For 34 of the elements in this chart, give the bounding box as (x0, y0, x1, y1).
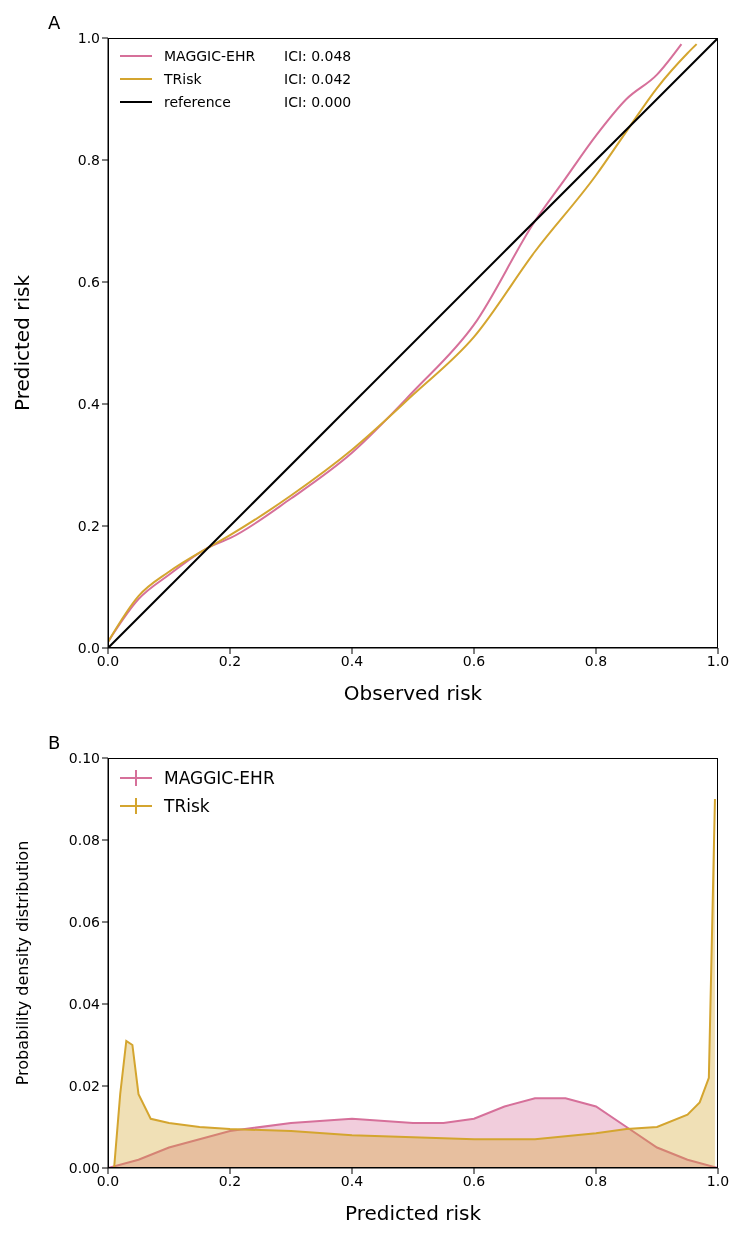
y-tick-label: 0.10 (68, 749, 100, 766)
x-tick-label: 0.2 (218, 1172, 242, 1189)
legend-label: TRisk (164, 796, 211, 816)
chart-title: B (48, 732, 61, 753)
x-axis-title: Observed risk (343, 681, 483, 705)
y-tick-label: 0.2 (77, 517, 100, 534)
y-axis-title: Predicted risk (10, 274, 35, 412)
x-tick-label: 0.4 (340, 652, 364, 669)
annotation: ICI: 0.042 (284, 70, 352, 87)
y-tick-label: 0.6 (77, 273, 101, 290)
legend-label: TRisk (164, 70, 203, 87)
annotation: ICI: 0.048 (284, 47, 352, 64)
x-tick-label: 0.2 (218, 652, 242, 669)
x-axis-title: Predicted risk (344, 1201, 482, 1225)
y-tick-label: 0.08 (68, 831, 100, 848)
x-tick-label: 0.8 (584, 1172, 608, 1189)
y-tick-label: 0.4 (77, 395, 101, 412)
y-tick-label: 0.02 (68, 1077, 100, 1094)
annotation: ICI: 0.000 (284, 93, 352, 110)
x-tick-label: 0.6 (462, 1172, 486, 1189)
x-tick-label: 1.0 (706, 652, 730, 669)
legend-label: MAGGIC-EHR (164, 47, 257, 64)
x-tick-label: 1.0 (706, 1172, 730, 1189)
x-tick-label: 0.8 (584, 652, 608, 669)
y-axis-title: Probability density distribution (12, 840, 32, 1086)
y-tick-label: 1.0 (77, 29, 100, 46)
y-tick-label: 0.04 (68, 995, 101, 1012)
x-tick-label: 0.4 (340, 1172, 364, 1189)
legend-label: reference (164, 93, 232, 110)
x-tick-label: 0.6 (462, 652, 486, 669)
y-tick-label: 0.8 (77, 151, 100, 168)
legend-label: MAGGIC-EHR (164, 768, 276, 788)
y-tick-label: 0.06 (68, 913, 101, 930)
chart-title: A (48, 12, 61, 33)
